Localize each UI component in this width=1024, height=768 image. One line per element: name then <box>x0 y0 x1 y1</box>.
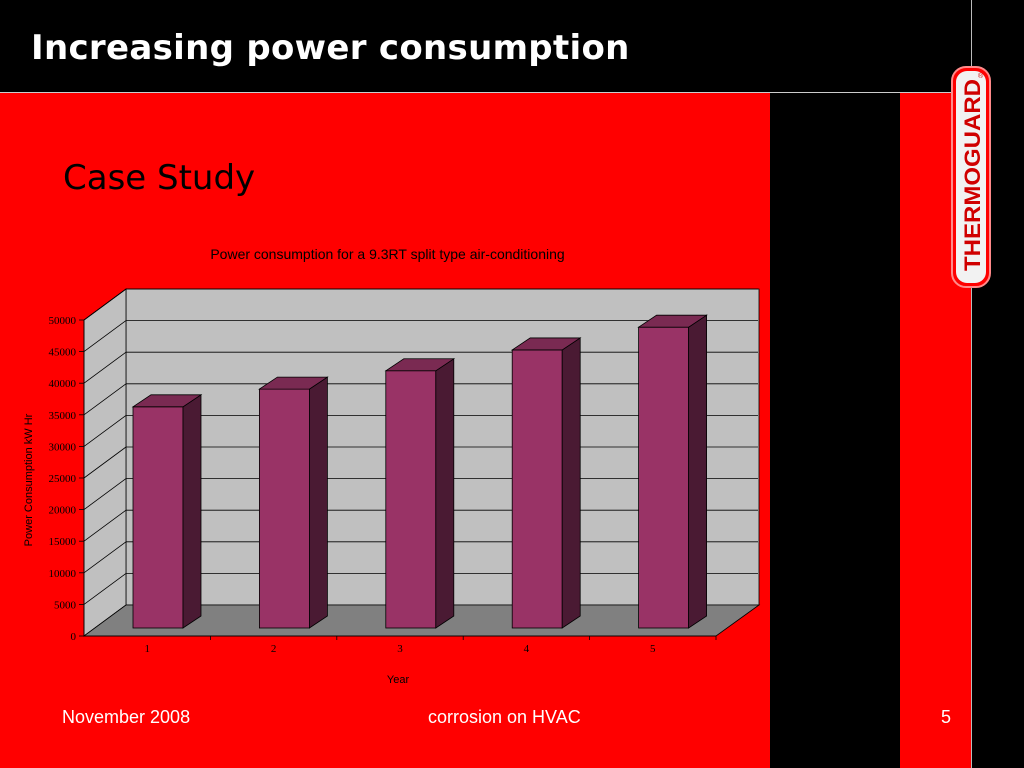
y-tick-label: 25000 <box>49 473 77 485</box>
bar <box>131 394 203 629</box>
footer-center: corrosion on HVAC <box>428 707 581 727</box>
bar-side <box>308 376 328 629</box>
x-axis-title: Year <box>387 674 410 686</box>
bar-side <box>182 394 202 629</box>
x-tick-label: 2 <box>271 643 277 655</box>
bar-front <box>511 349 563 629</box>
gridline-side <box>83 288 127 321</box>
gridline-side <box>83 320 127 352</box>
y-tick-label: 15000 <box>49 536 77 548</box>
y-tick-label: 50000 <box>49 315 77 327</box>
y-tick-label: 20000 <box>49 505 77 517</box>
divider-line <box>971 0 972 768</box>
chart-title: Power consumption for a 9.3RT split type… <box>210 246 565 262</box>
bar-front <box>385 370 437 629</box>
bar-top <box>384 358 456 372</box>
bar-top <box>510 337 582 351</box>
logo-registered-mark: ® <box>978 72 984 80</box>
bar-side <box>435 358 455 629</box>
x-tick-label: 4 <box>524 643 530 655</box>
bar <box>258 376 329 629</box>
page-number: 5 <box>941 707 952 727</box>
bar-top <box>637 314 708 328</box>
gridline-side <box>83 351 127 384</box>
bar <box>510 337 582 629</box>
bar-front <box>638 326 689 629</box>
gridline-side <box>83 383 127 416</box>
slide-subtitle: Case Study <box>63 158 256 198</box>
x-tick-label: 3 <box>397 643 403 655</box>
bar <box>637 314 708 629</box>
bar <box>384 358 456 629</box>
title-bar: Increasing power consumption <box>0 0 971 93</box>
y-tick-label: 45000 <box>49 347 77 359</box>
gridline-side <box>83 541 127 574</box>
slide-title: Increasing power consumption <box>31 28 630 68</box>
bar-side <box>688 314 707 629</box>
y-tick-label: 10000 <box>49 568 77 580</box>
y-axis-title: Power Consumption kW Hr <box>23 413 35 546</box>
black-stripe <box>770 93 900 768</box>
footer-date: November 2008 <box>62 707 191 727</box>
y-tick-label: 30000 <box>49 441 77 453</box>
x-tick-label: 5 <box>650 643 656 655</box>
gridline-side <box>83 509 127 542</box>
y-tick-label: 40000 <box>49 378 77 390</box>
y-tick-label: 5000 <box>54 599 77 611</box>
bar-front <box>132 406 184 629</box>
bar-front <box>258 388 310 629</box>
x-tick-label: 1 <box>144 643 150 655</box>
bar-side <box>561 337 581 629</box>
gridline-side <box>83 478 127 510</box>
bar-top <box>258 376 329 390</box>
gridline-side <box>83 446 127 479</box>
y-tick-label: 0 <box>71 631 77 643</box>
y-tick-label: 35000 <box>49 410 77 422</box>
gridline-side <box>83 573 127 605</box>
bar-top <box>131 394 203 408</box>
gridline-side <box>83 415 127 447</box>
thermoguard-logo: THERMOGUARD ® <box>946 64 994 290</box>
logo-text: THERMOGUARD <box>960 79 985 271</box>
